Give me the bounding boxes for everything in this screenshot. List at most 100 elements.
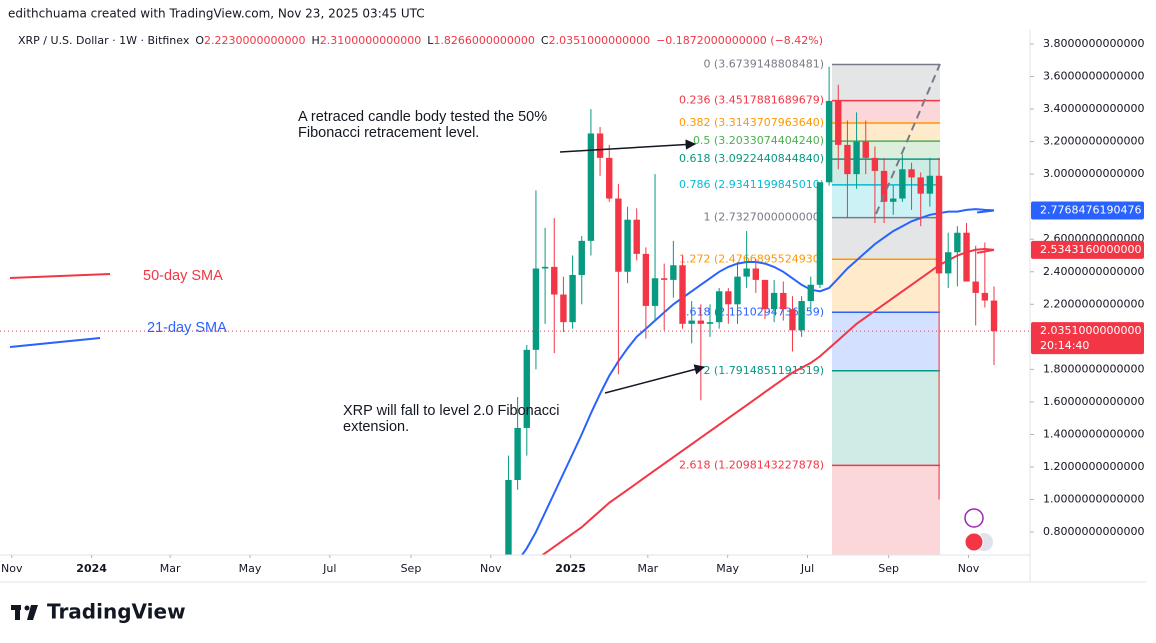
candle-body [596,133,604,158]
price-badge [1031,240,1144,259]
candle-body [715,291,723,323]
y-tick-label: 1.4000000000000 [1043,427,1144,440]
x-tick-label: Nov [480,562,502,575]
candle-body [523,349,530,428]
sma21-legend-line [9,337,101,348]
candle-body [926,175,934,194]
candle-body [743,268,750,277]
sma-line [520,208,995,555]
plot-area: 0 (3.6739148808481) 0.236 (3.451788168967… [0,58,1030,555]
x-tick-label: Jul [322,562,336,575]
countdown: 20:14:40 [1040,339,1089,352]
sma50-label: 50-day SMA [143,268,223,284]
h-value: 2.3100000000000 [320,34,421,47]
candle-body [990,300,998,332]
candle-body [505,480,512,555]
o-key: O [195,34,204,47]
y-tick-label: 1.6000000000000 [1043,395,1144,408]
o-value: 2.2230000000000 [204,34,305,47]
candle-body [871,157,879,171]
symbol: XRP / U.S. Dollar · 1W · Bitfinex [18,34,190,47]
candle-body [835,100,842,145]
c-value: 2.0351000000000 [549,34,650,47]
y-tick-label: 3.6000000000000 [1043,70,1144,83]
candle-body [725,291,732,305]
ohlc-legend: XRP / U.S. Dollar · 1W · Bitfinex O2.2230… [18,34,823,47]
sma50-legend-line [9,273,111,279]
y-tick-label: 1.2000000000000 [1043,460,1144,473]
candle-body [660,278,668,280]
candle-body [514,427,521,480]
candle-body [688,320,695,324]
y-tick-label: 2.4000000000000 [1043,265,1144,278]
y-tick-label: 3.0000000000000 [1043,167,1144,180]
last-price-label: 2.0351000000000 [1040,324,1141,337]
sma-line [540,247,995,555]
candle-body [807,284,814,302]
arrow [604,364,706,394]
candle-body [541,266,549,269]
candle-body [935,175,943,274]
brand-logo [11,605,38,620]
x-tick-label: Mar [637,562,658,575]
candle-body [908,169,915,178]
candle-body [734,276,741,305]
y-tick-label: 3.8000000000000 [1043,37,1144,50]
x-tick-label: Jul [800,562,814,575]
candle-body [679,265,686,324]
annotation: Fibonacci retracement level. [298,125,479,141]
candle-body [551,266,558,295]
y-tick-label: 3.2000000000000 [1043,135,1144,148]
fib-label: 1 (2.7327000000000) [703,211,824,224]
candle-body [761,279,769,310]
x-tick-label: 2025 [555,562,586,575]
price-badge-label: 2.5343160000000 [1040,243,1141,256]
sma-tail [976,209,995,214]
candle-body [670,265,677,280]
credit: edithchuama created with TradingView.com… [8,7,425,21]
l-key: L [427,34,434,47]
x-tick-label: May [239,562,262,575]
candle-body [853,141,860,175]
fib-band [832,217,940,260]
candle-body [816,182,824,285]
candle-body [880,170,888,202]
y-tick-label: 1.0000000000000 [1043,493,1144,506]
fib-label: 1.618 (2.1510294736359) [679,305,824,318]
brand: TradingView [47,600,186,624]
fib-label: 0.618 (3.0922440844840) [679,152,824,165]
candle-body [624,219,631,272]
x-tick-label: 2024 [76,562,107,575]
price-badge [1031,201,1144,220]
candle-body [569,275,576,323]
annotation: XRP will fall to level 2.0 Fibonacci [343,403,560,419]
candle-body [578,240,585,276]
arrow [559,139,697,153]
price-badge-label: 2.7768476190476 [1040,203,1141,216]
x-tick-label: Sep [878,562,899,575]
fib-band [832,370,940,466]
candle-body [706,322,714,324]
fib-trend-line [875,63,941,215]
candle-body [532,268,540,350]
fib-band [832,312,940,371]
y-tick-label: 2.2000000000000 [1043,297,1144,310]
candle-body [972,281,979,293]
candle-body [917,177,924,194]
fib-band [832,122,940,142]
sma21-label: 21-day SMA [147,320,227,336]
candle-body [844,144,851,175]
h-key: H [312,34,320,47]
candle-body [770,292,778,310]
fib-label: 0.5 (3.2033074404240) [693,134,824,147]
last-price-badge [1031,322,1144,355]
icon[interactable] [964,532,984,552]
x-tick-label: Mar [160,562,181,575]
x-tick-label: Sep [401,562,422,575]
icon[interactable] [964,508,984,528]
fib-band [832,465,940,555]
fib-band [832,64,940,101]
y-tick-label: 1.8000000000000 [1043,362,1144,375]
